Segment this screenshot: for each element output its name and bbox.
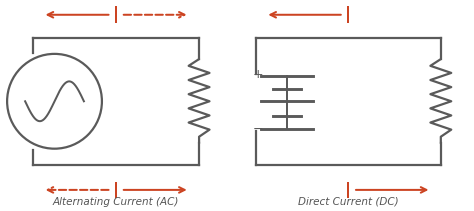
Text: −: − xyxy=(253,123,264,136)
Text: +: + xyxy=(253,68,264,81)
Text: Direct Current (DC): Direct Current (DC) xyxy=(298,197,399,207)
Text: Alternating Current (AC): Alternating Current (AC) xyxy=(53,197,179,207)
